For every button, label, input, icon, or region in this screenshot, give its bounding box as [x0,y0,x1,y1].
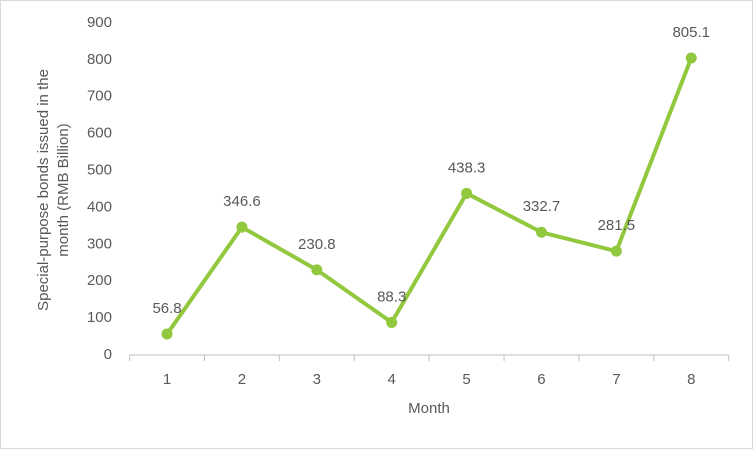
data-label: 805.1 [672,24,710,41]
data-label: 88.3 [377,288,406,305]
x-tick-label: 1 [163,371,171,388]
data-point [386,316,398,328]
data-label: 346.6 [223,193,261,210]
data-point [161,328,173,340]
data-label: 281.5 [598,217,636,234]
data-label: 438.3 [448,159,486,176]
x-tick-label: 3 [313,371,321,388]
y-tick-label: 0 [104,346,112,363]
x-tick-label: 8 [687,371,695,388]
x-tick-label: 5 [462,371,470,388]
data-label: 56.8 [152,300,181,317]
y-tick-label: 900 [87,14,112,31]
y-axis-title-line: Special-purpose bonds issued in the [35,69,52,311]
x-tick-label: 7 [612,371,620,388]
data-point [311,264,323,276]
data-point [236,221,248,233]
x-tick-label: 4 [388,371,396,388]
y-tick-label: 100 [87,309,112,326]
data-label: 230.8 [298,236,336,253]
y-tick-label: 500 [87,162,112,179]
y-tick-label: 600 [87,125,112,142]
x-tick-label: 6 [537,371,545,388]
y-tick-label: 200 [87,272,112,289]
x-axis-title: Month [408,400,450,417]
y-tick-label: 400 [87,198,112,215]
data-point [535,226,547,238]
data-point [610,245,622,257]
y-tick-label: 300 [87,235,112,252]
y-axis-title-line: month (RMB Billion) [55,123,72,256]
x-tick-label: 2 [238,371,246,388]
y-axis-title: Special-purpose bonds issued in the mont… [35,69,72,311]
y-tick-label: 800 [87,51,112,68]
data-point [461,187,473,199]
data-label: 332.7 [523,198,561,215]
y-tick-label: 700 [87,88,112,105]
data-point [685,52,697,64]
data-line [165,57,694,336]
